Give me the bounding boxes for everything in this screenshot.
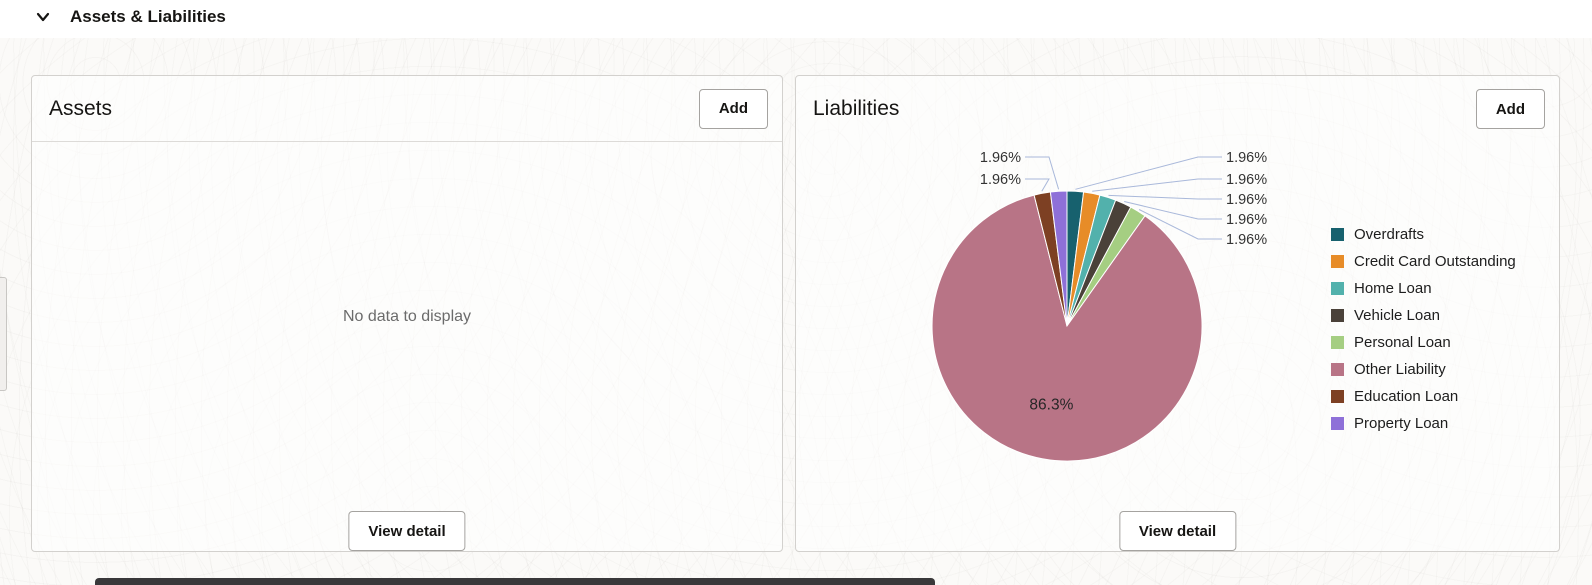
legend-label: Property Loan [1354, 415, 1449, 432]
assets-card-title: Assets [49, 96, 113, 120]
assets-card: Assets Add No data to display View detai… [31, 75, 783, 552]
callout-line [1025, 156, 1060, 190]
section-header: Assets & Liabilities [32, 6, 226, 28]
liabilities-card: Liabilities Add 1.96% 1.96% 1.96% 1.96% 1.96… [795, 75, 1560, 552]
legend-item-personal-loan[interactable]: Personal Loan [1331, 334, 1516, 351]
liabilities-card-title: Liabilities [813, 97, 900, 120]
legend-item-education-loan[interactable]: Education Loan [1331, 388, 1516, 405]
legend-label: Credit Card Outstanding [1354, 253, 1516, 270]
callout-line [1075, 156, 1222, 190]
legend-label: Vehicle Loan [1354, 307, 1440, 324]
liabilities-add-button[interactable]: Add [1475, 89, 1545, 129]
pie-legend: Overdrafts Credit Card Outstanding Home Lo… [1331, 226, 1516, 432]
section-title: Assets & Liabilities [70, 7, 226, 26]
legend-item-vehicle-loan[interactable]: Vehicle Loan [1331, 307, 1516, 324]
assets-view-detail-button[interactable]: View detail [348, 511, 466, 551]
assets-add-button[interactable]: Add [698, 88, 768, 129]
legend-item-property-loan[interactable]: Property Loan [1331, 415, 1516, 432]
callout-label: 1.96% [1226, 192, 1267, 208]
callout-line [1138, 209, 1222, 240]
callout-label: 1.96% [1226, 232, 1267, 248]
assets-empty-message: No data to display [342, 307, 472, 325]
chevron-down-icon [34, 8, 52, 26]
legend-item-home-loan[interactable]: Home Loan [1331, 280, 1516, 297]
legend-swatch [1331, 417, 1344, 430]
legend-item-overdrafts[interactable]: Overdrafts [1331, 226, 1516, 243]
legend-item-other-liability[interactable]: Other Liability [1331, 361, 1516, 378]
top-bar [0, 0, 1592, 38]
liabilities-view-detail-button[interactable]: View detail [1118, 511, 1237, 551]
assets-card-body: No data to display [32, 142, 782, 491]
legend-swatch [1331, 390, 1344, 403]
legend-label: Other Liability [1354, 361, 1446, 378]
legend-swatch [1331, 228, 1344, 241]
taskbar-edge [95, 578, 935, 585]
legend-label: Personal Loan [1354, 334, 1451, 351]
legend-label: Overdrafts [1354, 226, 1425, 243]
legend-swatch [1331, 255, 1344, 268]
pie-slice-property-loan[interactable] [1049, 190, 1068, 327]
callout-line [1108, 194, 1222, 200]
legend-swatch [1331, 363, 1344, 376]
legend-label: Education Loan [1354, 388, 1459, 405]
callout-label: 1.96% [980, 150, 1021, 166]
callout-label: 1.96% [980, 172, 1021, 188]
liabilities-card-header: Liabilities Add [796, 76, 1559, 142]
callout-line [1124, 201, 1222, 220]
pie-inner-label: 86.3% [1029, 397, 1073, 414]
assets-card-header: Assets Add [32, 76, 782, 142]
liabilities-pie: 1.96% 1.96% 1.96% 1.96% 1.96% 1.96% 1.96% 86.3% [931, 150, 1267, 462]
legend-item-credit-card-outstanding[interactable]: Credit Card Outstanding [1331, 253, 1516, 270]
legend-swatch [1331, 309, 1344, 322]
callout-label: 1.96% [1226, 150, 1267, 166]
callout-label: 1.96% [1226, 212, 1267, 228]
callout-line [1025, 178, 1050, 192]
legend-label: Home Loan [1354, 280, 1432, 297]
legend-swatch [1331, 282, 1344, 295]
callout-line [1092, 178, 1222, 192]
left-edge-handle[interactable] [0, 277, 7, 391]
pie-slice-other-liability[interactable] [931, 194, 1203, 462]
legend-swatch [1331, 336, 1344, 349]
section-collapse-button[interactable] [32, 6, 54, 28]
callout-label: 1.96% [1226, 172, 1267, 188]
